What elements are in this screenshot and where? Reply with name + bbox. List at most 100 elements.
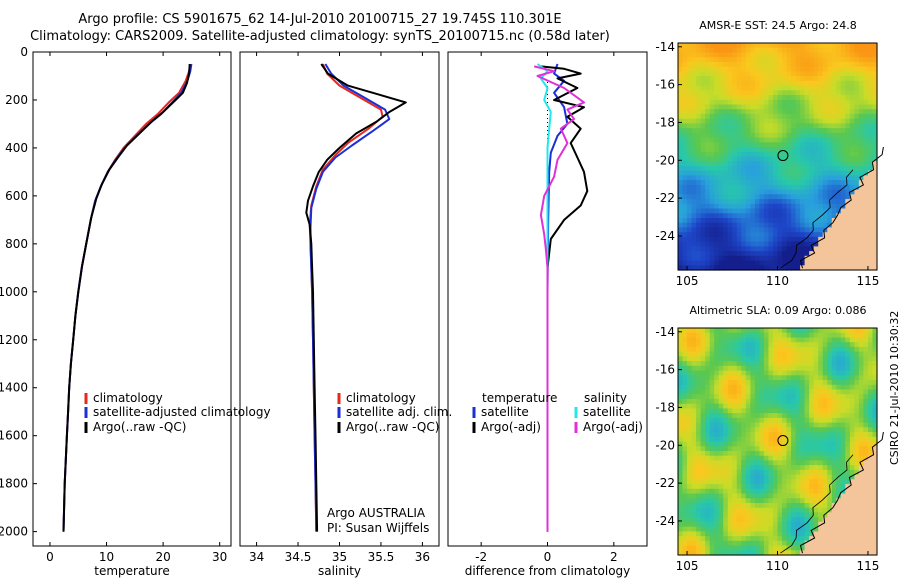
sst-map-cell <box>777 189 783 195</box>
sst-map-cell <box>750 175 756 181</box>
sst-map-cell <box>822 218 828 224</box>
sst-map-cell <box>845 71 851 77</box>
sst-map-cell <box>845 137 851 143</box>
sla-map-cell <box>813 394 819 400</box>
sla-map-cell <box>831 403 837 409</box>
sla-map-cell <box>831 398 837 405</box>
sla-map-cell <box>727 507 733 513</box>
sla-map-cell <box>700 361 706 367</box>
sst-map-cell <box>777 43 783 49</box>
sst-map-cell <box>750 194 756 200</box>
sla-map-cell <box>849 398 855 405</box>
sst-map-cell <box>836 118 842 124</box>
sla-map-cell <box>800 460 806 466</box>
sst-map-cell <box>854 218 860 224</box>
sst-map-cell <box>750 71 756 77</box>
sla-map-cell <box>700 398 706 405</box>
sst-map-cell <box>849 80 855 87</box>
sst-map-cell <box>705 161 711 167</box>
sla-map-cell <box>678 469 684 476</box>
sst-map-cell <box>709 189 715 195</box>
sst-map-cell <box>763 57 769 63</box>
sla-map-cell <box>845 507 851 513</box>
sla-map-cell <box>741 484 747 490</box>
sst-map-title: AMSR-E SST: 24.5 Argo: 24.8 <box>699 19 857 32</box>
sla-map-cell <box>822 460 828 466</box>
sst-map-cell <box>827 66 833 72</box>
sla-map-cell <box>809 413 815 419</box>
sst-map-cell <box>745 128 751 134</box>
sla-map-cell <box>786 370 792 376</box>
sla-map-cell <box>791 526 797 532</box>
sst-map-cell <box>786 147 792 153</box>
sst-map-cell <box>836 109 842 115</box>
sst-map-cell <box>678 218 684 224</box>
sst-map-cell <box>845 260 851 266</box>
sst-map-cell <box>809 47 815 53</box>
sst-map-cell <box>718 166 724 172</box>
sla-map-cell <box>782 398 788 405</box>
sst-map-cell <box>745 71 751 77</box>
sst-map-cell <box>709 175 715 181</box>
sla-map-cell <box>741 507 747 513</box>
sla-map-cell <box>691 398 697 405</box>
sla-map-cell <box>813 451 819 457</box>
sst-map-cell <box>849 99 855 106</box>
sst-map-cell <box>696 180 702 186</box>
sla-map-cell <box>854 484 860 490</box>
sla-map-cell <box>786 531 792 537</box>
sst-map-cell <box>849 255 855 262</box>
sst-map-cell <box>709 109 715 115</box>
sst-map-cell <box>691 199 697 205</box>
sst-map-cell <box>777 109 783 115</box>
sst-map-cell <box>736 43 742 49</box>
sst-map-cell <box>831 47 837 53</box>
sst-map-cell <box>831 113 837 120</box>
temp-ytick-label: 400 <box>5 141 28 155</box>
diff-series-salinity-satellite <box>536 63 552 532</box>
sst-map-cell <box>682 123 688 129</box>
sla-map-cell <box>809 342 815 348</box>
sst-map-cell <box>696 194 702 200</box>
sst-map-cell <box>800 52 806 58</box>
sla-map-cell <box>754 498 760 504</box>
sla-map-cell <box>741 503 747 509</box>
sst-map-cell <box>736 123 742 129</box>
sla-map-cell <box>682 346 688 353</box>
sst-map-cell <box>687 218 693 224</box>
sla-map-cell <box>809 380 815 386</box>
sst-map-cell <box>858 175 864 181</box>
sst-map-cell <box>786 113 792 120</box>
sst-map-cell <box>840 132 846 139</box>
sst-map-cell <box>768 255 774 262</box>
sla-map-cell <box>831 498 837 504</box>
sst-map-cell <box>727 232 733 238</box>
sst-map-cell <box>786 90 792 96</box>
sst-map-cell <box>750 203 756 210</box>
sst-map-cell <box>687 199 693 205</box>
sst-map-cell <box>696 184 702 191</box>
sla-map-cell <box>678 474 684 480</box>
sla-map-cell <box>795 540 801 547</box>
sla-map-cell <box>858 517 864 523</box>
sst-map-cell <box>831 104 837 110</box>
salt-xlabel: salinity <box>318 564 361 578</box>
sst-map-cell <box>773 123 779 129</box>
sla-map-cell <box>763 493 769 499</box>
sla-map-cell <box>763 446 769 452</box>
sla-map-cell <box>791 370 797 376</box>
sst-map-cell <box>678 90 684 96</box>
sla-map-cell <box>827 465 833 471</box>
sla-map-cell <box>696 488 702 495</box>
sla-map-cell <box>818 417 824 424</box>
sla-map-cell <box>759 550 765 556</box>
sst-map-cell <box>691 232 697 238</box>
sla-map-cell <box>773 375 779 381</box>
sla-map-cell <box>858 521 864 528</box>
sla-map-cell <box>723 460 729 466</box>
sla-map-cell <box>768 408 774 414</box>
sst-map-cell <box>840 255 846 262</box>
sla-map-cell <box>795 365 801 372</box>
sla-map-cell <box>868 479 874 485</box>
sst-map-cell <box>705 43 711 49</box>
